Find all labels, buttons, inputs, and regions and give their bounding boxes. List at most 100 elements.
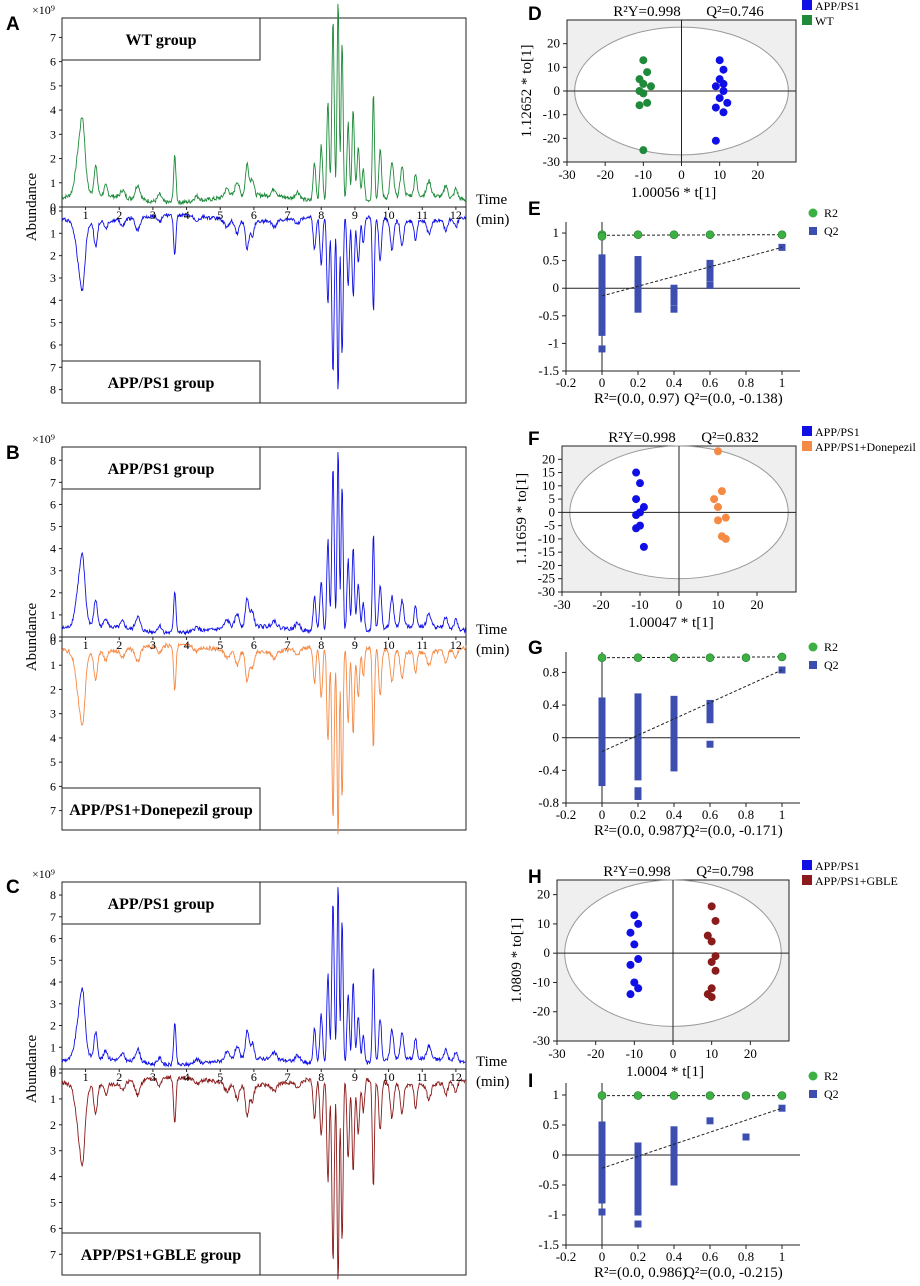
y-tick-label: -10	[533, 974, 550, 989]
x-tick-label: 1	[83, 208, 89, 222]
r2-intercept-label: R²=(0.0, 0.986)	[594, 1265, 687, 1281]
x-tick-label: 3	[150, 638, 156, 652]
q2-point	[598, 738, 606, 746]
top-y-tick-label: 5	[50, 520, 56, 534]
time-label: Time	[476, 1054, 507, 1070]
q2-point	[598, 713, 606, 721]
x-tick-label: 11	[416, 208, 428, 222]
bottom-y-tick-label: 1	[50, 1092, 56, 1106]
x-tick-label: 11	[416, 1070, 428, 1084]
x-tick-label: 7	[285, 208, 291, 222]
score-point	[723, 98, 732, 107]
q2-point	[598, 770, 606, 778]
panel-label-d: D	[528, 4, 542, 25]
bottom-y-tick-label: 2	[50, 1118, 56, 1132]
y-tick-label: -30	[543, 154, 560, 169]
score-point	[714, 516, 722, 525]
y-tick-label: 0	[553, 1147, 560, 1162]
y-tick-label: -5	[544, 518, 555, 533]
q2-point	[670, 704, 678, 712]
legend-label: R2	[824, 1069, 838, 1083]
top-y-tick-label: 2	[50, 1019, 56, 1033]
y-tick-label: 15	[542, 465, 555, 480]
y-tick-label: -20	[538, 557, 555, 572]
q2-stat: Q²=0.746	[706, 4, 764, 20]
y-tick-label: 0	[544, 945, 551, 960]
x-tick-label: 0	[676, 597, 683, 612]
r2y-stat: R²Y=0.998	[613, 4, 681, 20]
top-y-tick-label: 1	[50, 1040, 56, 1054]
chromatogram-frame	[61, 17, 467, 404]
top-y-tick-label: 0	[50, 200, 56, 214]
q2-point	[598, 754, 606, 762]
top-group-box	[61, 17, 261, 61]
score-point	[711, 952, 720, 961]
q2-point	[598, 701, 606, 709]
x-tick-label: 6	[251, 208, 257, 222]
legend-label: R2	[824, 206, 838, 220]
q2-point	[670, 284, 678, 292]
y-axis-label: Abundance	[24, 1035, 40, 1104]
time-label: Time	[476, 622, 507, 638]
bottom-y-tick-label: 6	[50, 779, 56, 793]
r2y-stat: R²Y=0.998	[608, 430, 676, 446]
score-point	[643, 68, 652, 77]
y-tick-label: -30	[533, 1033, 550, 1048]
x-tick-label: 0.6	[702, 375, 719, 390]
x-tick-label: 3	[150, 1070, 156, 1084]
chromatogram-frame	[61, 446, 467, 831]
q2-point	[634, 1142, 642, 1150]
q2-point	[634, 701, 642, 709]
q2-regression-line	[601, 669, 783, 753]
score-point	[711, 82, 720, 91]
q2-point	[670, 305, 678, 313]
q2-stat: Q²=0.798	[696, 864, 754, 880]
score-point	[639, 56, 648, 65]
r2-regression-line	[601, 234, 783, 236]
q2-point	[598, 742, 606, 750]
x-tick-label: 1	[779, 1249, 786, 1264]
r2-point	[777, 1091, 787, 1100]
q2-point	[670, 746, 678, 754]
x-tick-label: 0.2	[630, 375, 646, 390]
legend-q2-marker	[809, 1090, 817, 1098]
y-tick-label: 5	[549, 491, 556, 506]
r2-point	[669, 1091, 679, 1100]
x-tick-label: -0.2	[556, 375, 577, 390]
y-tick-label: 1	[553, 225, 560, 240]
panel-label-g: G	[528, 638, 543, 659]
x-tick-label: -20	[592, 597, 609, 612]
legend-label: APP/PS1+GBLE	[815, 874, 898, 888]
q2-point	[634, 717, 642, 725]
q2-point	[634, 693, 642, 701]
x-tick-label: 9	[352, 638, 358, 652]
q2-point	[670, 750, 678, 758]
score-point	[707, 993, 716, 1002]
x-tick-label: 0	[599, 375, 606, 390]
bottom-y-tick-label: 7	[50, 804, 56, 818]
r2-point	[669, 230, 679, 239]
q2-point	[598, 775, 606, 783]
panel-label-e: E	[528, 199, 541, 220]
q2-point	[598, 1121, 606, 1129]
x-tick-label: 9	[352, 1070, 358, 1084]
r2-regression-line	[601, 656, 783, 659]
bottom-y-tick-label: 1	[50, 226, 56, 240]
q2-point	[634, 765, 642, 773]
chromatogram-frame	[61, 881, 467, 1276]
score-point	[630, 940, 639, 949]
x-tick-label: 8	[318, 1070, 324, 1084]
x-tick-label: -20	[587, 1046, 604, 1061]
q2-point	[598, 779, 606, 787]
bottom-y-tick-label: 4	[50, 731, 56, 745]
q2-regression-line	[601, 246, 783, 297]
q2-point	[670, 708, 678, 716]
q2-point	[670, 758, 678, 766]
score-point	[711, 136, 720, 145]
top-y-tick-label: 3	[50, 997, 56, 1011]
y-axis-label: 1.0809 * to[1]	[509, 918, 525, 1003]
bottom-group-box	[61, 360, 261, 404]
score-point	[714, 503, 722, 512]
